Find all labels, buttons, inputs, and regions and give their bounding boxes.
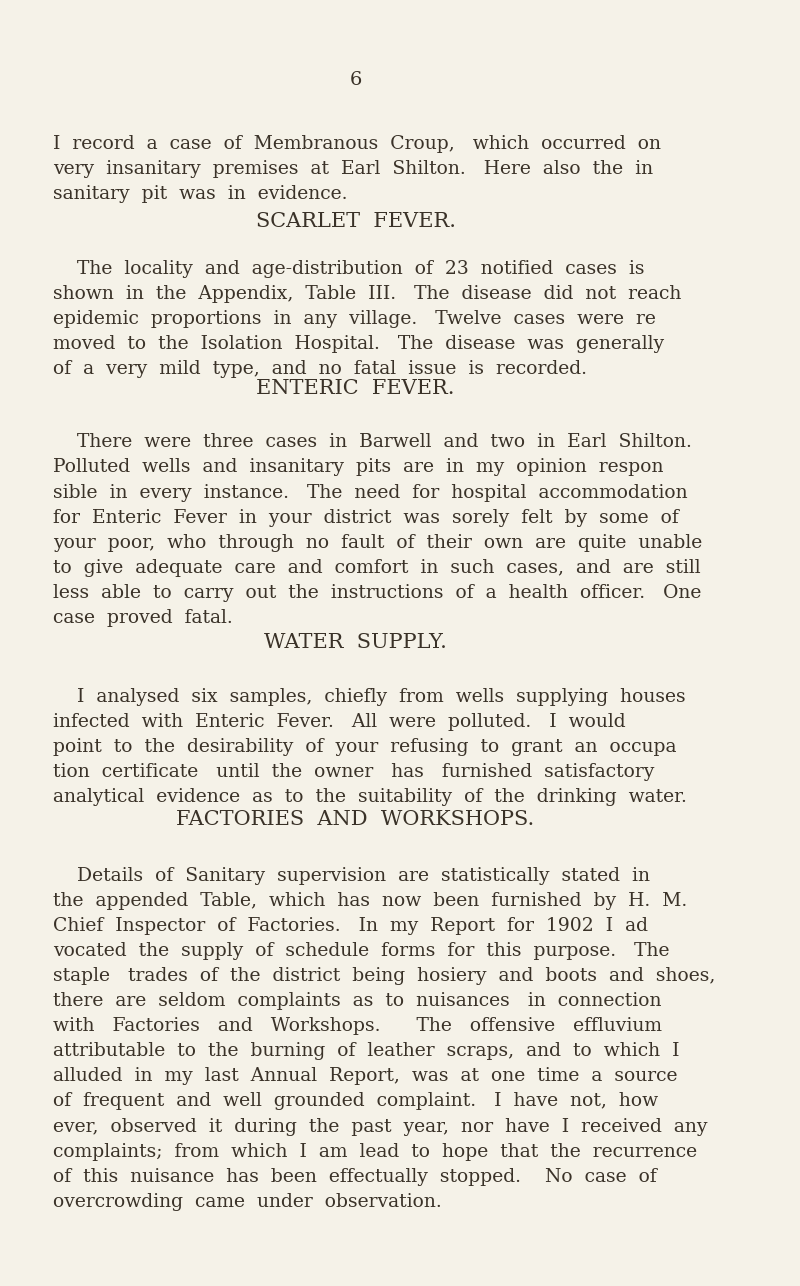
Text: your  poor,  who  through  no  fault  of  their  own  are  quite  unable: your poor, who through no fault of their… (54, 534, 702, 552)
Text: for  Enteric  Fever  in  your  district  was  sorely  felt  by  some  of: for Enteric Fever in your district was s… (54, 508, 679, 526)
Text: of  frequent  and  well  grounded  complaint.   I  have  not,  how: of frequent and well grounded complaint.… (54, 1092, 658, 1110)
Text: staple   trades  of  the  district  being  hosiery  and  boots  and  shoes,: staple trades of the district being hosi… (54, 967, 716, 985)
Text: I  analysed  six  samples,  chiefly  from  wells  supplying  houses: I analysed six samples, chiefly from wel… (54, 688, 686, 706)
Text: sanitary  pit  was  in  evidence.: sanitary pit was in evidence. (54, 185, 348, 203)
Text: Polluted  wells  and  insanitary  pits  are  in  my  opinion  respon: Polluted wells and insanitary pits are i… (54, 458, 664, 476)
Text: I  record  a  case  of  Membranous  Croup,   which  occurred  on: I record a case of Membranous Croup, whi… (54, 135, 662, 153)
Text: vocated  the  supply  of  schedule  forms  for  this  purpose.   The: vocated the supply of schedule forms for… (54, 941, 670, 959)
Text: tion  certificate   until  the  owner   has   furnished  satisfactory: tion certificate until the owner has fur… (54, 763, 654, 781)
Text: the  appended  Table,  which  has  now  been  furnished  by  H.  M.: the appended Table, which has now been f… (54, 892, 687, 909)
Text: overcrowding  came  under  observation.: overcrowding came under observation. (54, 1193, 442, 1210)
Text: attributable  to  the  burning  of  leather  scraps,  and  to  which  I: attributable to the burning of leather s… (54, 1042, 680, 1060)
Text: WATER  SUPPLY.: WATER SUPPLY. (264, 633, 447, 652)
Text: SCARLET  FEVER.: SCARLET FEVER. (255, 212, 455, 231)
Text: of  a  very  mild  type,  and  no  fatal  issue  is  recorded.: of a very mild type, and no fatal issue … (54, 360, 587, 378)
Text: very  insanitary  premises  at  Earl  Shilton.   Here  also  the  in: very insanitary premises at Earl Shilton… (54, 159, 654, 177)
Text: FACTORIES  AND  WORKSHOPS.: FACTORIES AND WORKSHOPS. (177, 810, 534, 829)
Text: case  proved  fatal.: case proved fatal. (54, 610, 233, 626)
Text: less  able  to  carry  out  the  instructions  of  a  health  officer.   One: less able to carry out the instructions … (54, 584, 702, 602)
Text: to  give  adequate  care  and  comfort  in  such  cases,  and  are  still: to give adequate care and comfort in suc… (54, 558, 701, 576)
Text: complaints;  from  which  I  am  lead  to  hope  that  the  recurrence: complaints; from which I am lead to hope… (54, 1142, 698, 1160)
Text: shown  in  the  Appendix,  Table  III.   The  disease  did  not  reach: shown in the Appendix, Table III. The di… (54, 284, 682, 302)
Text: moved  to  the  Isolation  Hospital.   The  disease  was  generally: moved to the Isolation Hospital. The dis… (54, 334, 665, 352)
Text: analytical  evidence  as  to  the  suitability  of  the  drinking  water.: analytical evidence as to the suitabilit… (54, 788, 687, 806)
Text: infected  with  Enteric  Fever.   All  were  polluted.   I  would: infected with Enteric Fever. All were po… (54, 712, 626, 730)
Text: alluded  in  my  last  Annual  Report,  was  at  one  time  a  source: alluded in my last Annual Report, was at… (54, 1067, 678, 1085)
Text: with   Factories   and   Workshops.      The   offensive   effluvium: with Factories and Workshops. The offens… (54, 1017, 662, 1035)
Text: sible  in  every  instance.   The  need  for  hospital  accommodation: sible in every instance. The need for ho… (54, 484, 688, 502)
Text: there  are  seldom  complaints  as  to  nuisances   in  connection: there are seldom complaints as to nuisan… (54, 993, 662, 1010)
Text: Chief  Inspector  of  Factories.   In  my  Report  for  1902  I  ad: Chief Inspector of Factories. In my Repo… (54, 917, 648, 935)
Text: ever,  observed  it  during  the  past  year,  nor  have  I  received  any: ever, observed it during the past year, … (54, 1118, 708, 1136)
Text: There  were  three  cases  in  Barwell  and  two  in  Earl  Shilton.: There were three cases in Barwell and tw… (54, 433, 692, 451)
Text: Details  of  Sanitary  supervision  are  statistically  stated  in: Details of Sanitary supervision are stat… (54, 867, 650, 885)
Text: epidemic  proportions  in  any  village.   Twelve  cases  were  re: epidemic proportions in any village. Twe… (54, 310, 656, 328)
Text: ENTERIC  FEVER.: ENTERIC FEVER. (256, 379, 455, 399)
Text: point  to  the  desirability  of  your  refusing  to  grant  an  occupa: point to the desirability of your refusi… (54, 738, 677, 756)
Text: The  locality  and  age-distribution  of  23  notified  cases  is: The locality and age-distribution of 23 … (54, 260, 645, 278)
Text: 6: 6 (350, 71, 362, 89)
Text: of  this  nuisance  has  been  effectually  stopped.    No  case  of: of this nuisance has been effectually st… (54, 1168, 657, 1186)
